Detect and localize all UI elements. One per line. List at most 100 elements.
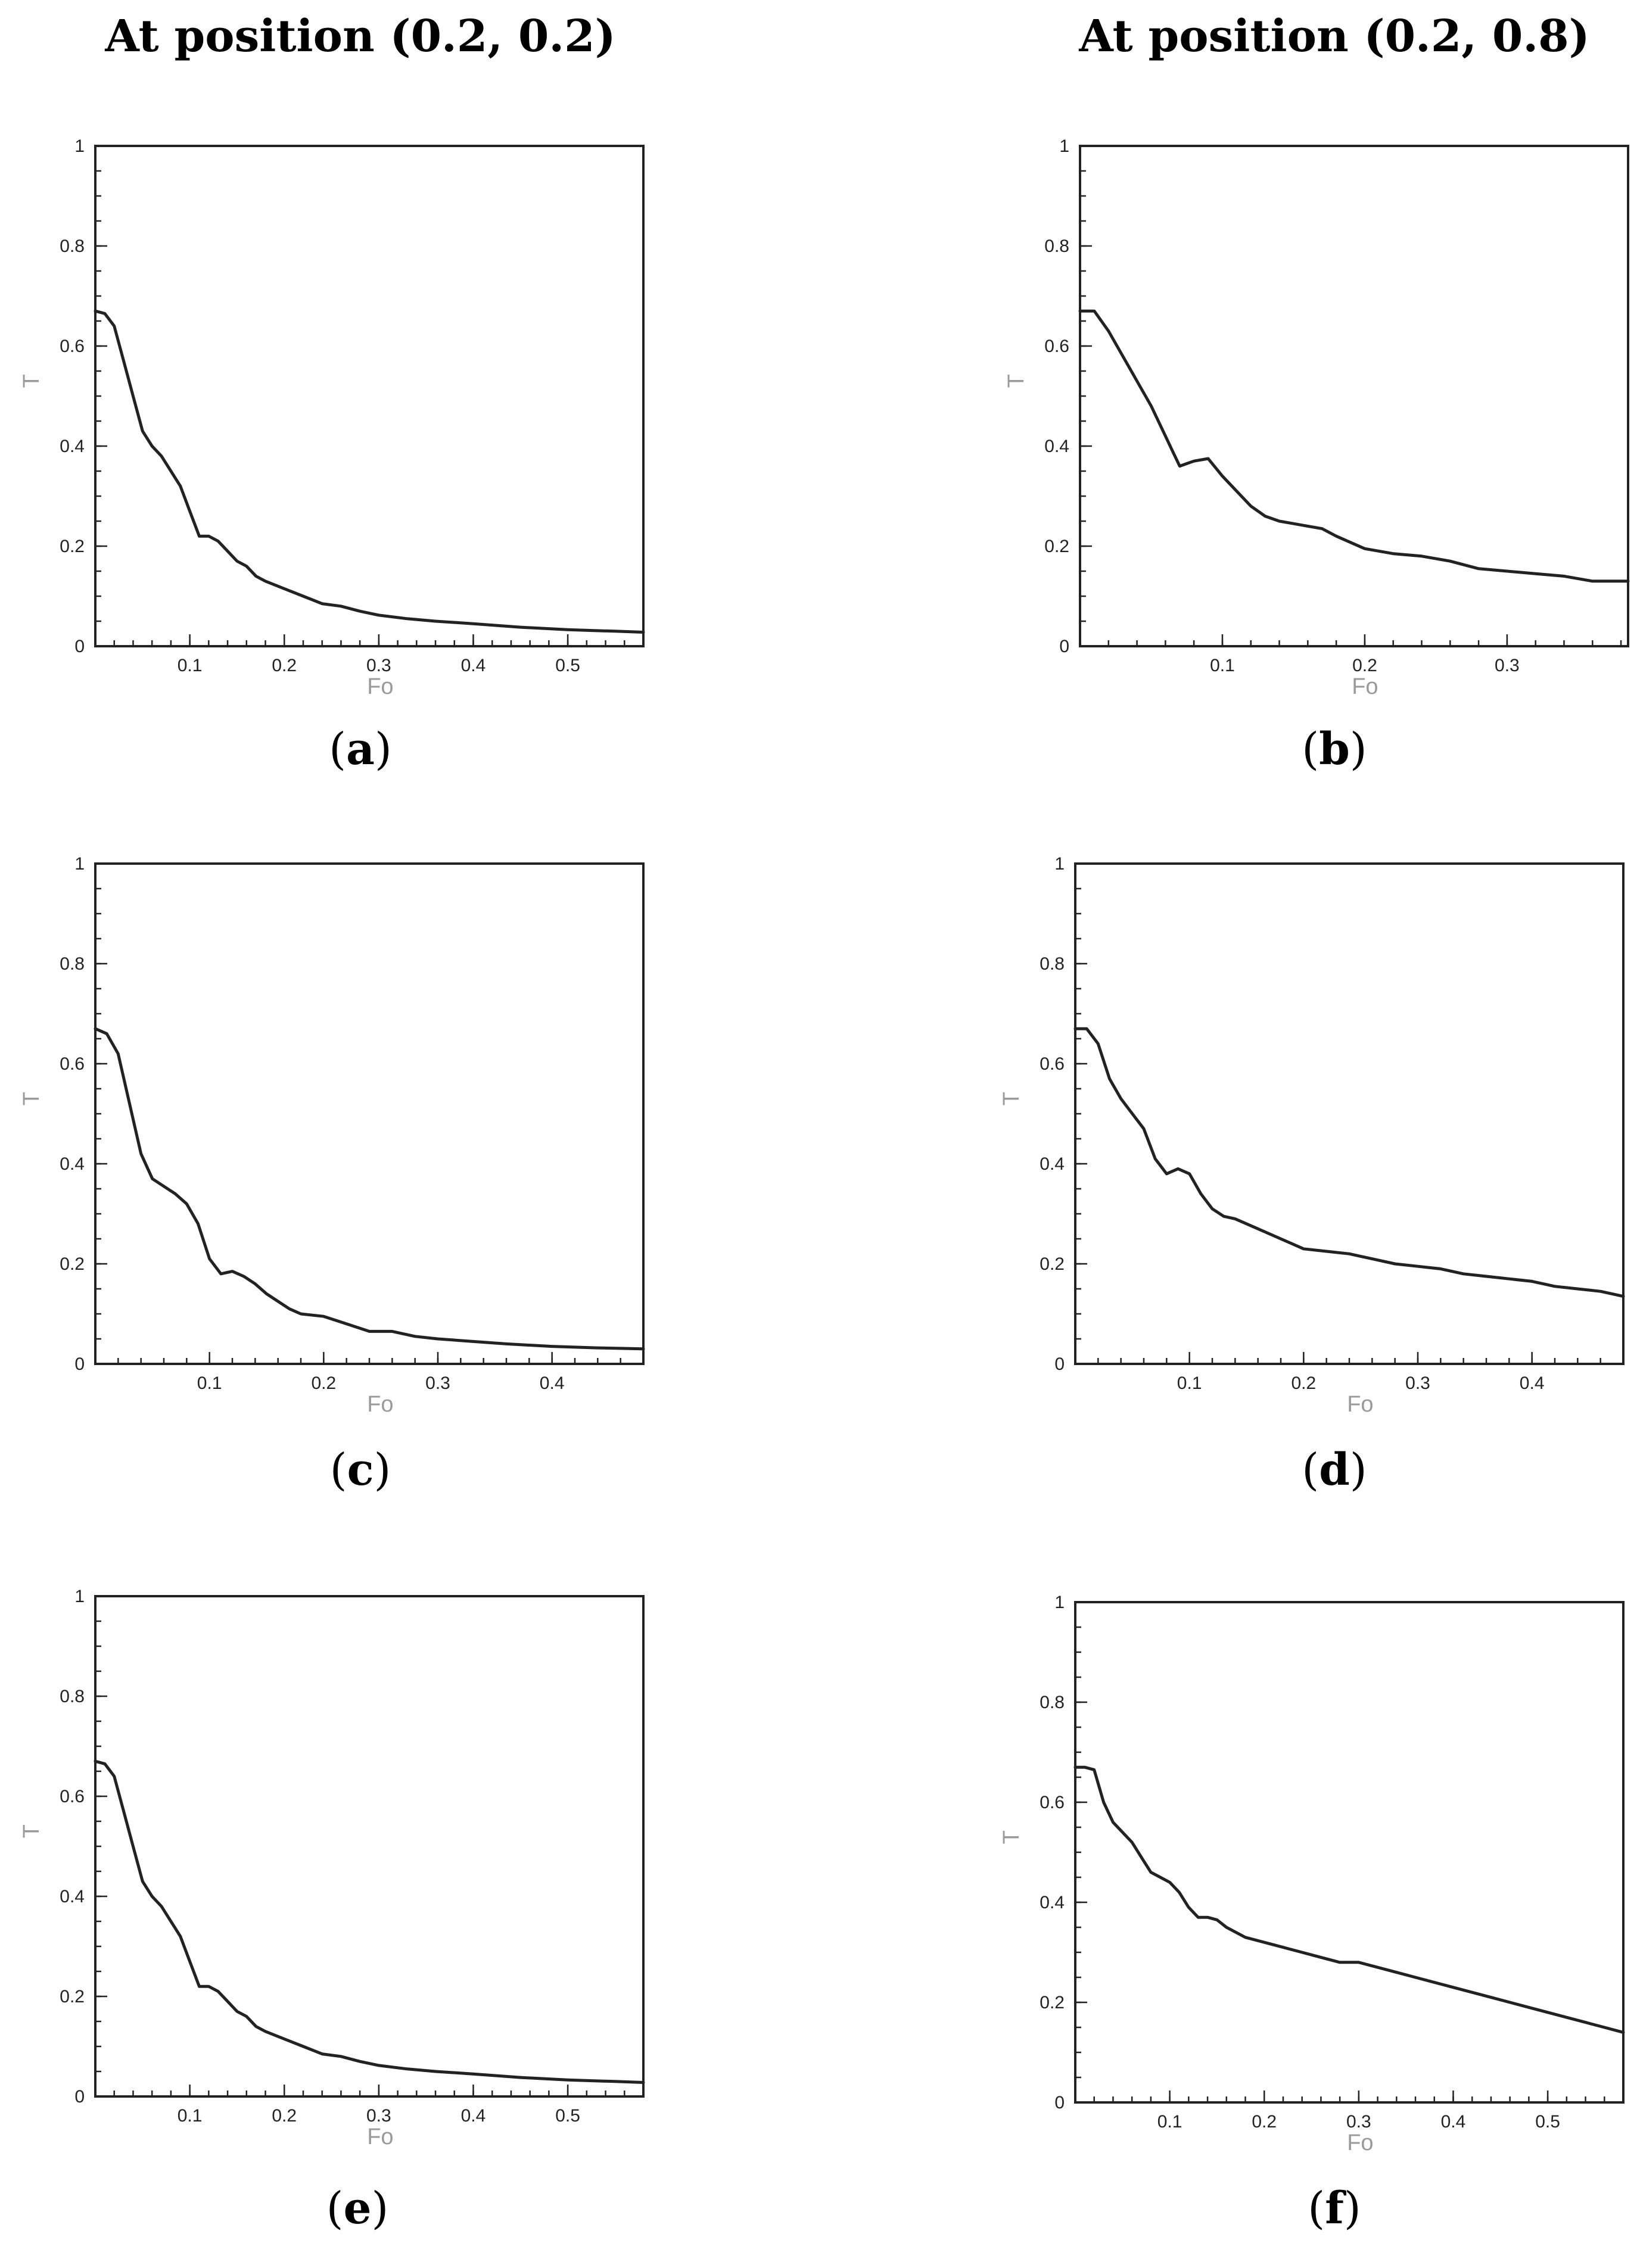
y-tick-label: 0.4 [1040, 1893, 1065, 1912]
y-tick-label: 0.6 [60, 1054, 85, 1074]
y-axis-label: T [19, 374, 44, 388]
x-tick-label: 0.1 [178, 656, 203, 675]
x-tick-label: 0.3 [366, 656, 391, 675]
y-axis-label: T [999, 1092, 1024, 1105]
x-tick-label: 0.1 [1157, 2112, 1182, 2132]
x-tick-label: 0.2 [272, 2106, 297, 2126]
y-tick-label: 0.6 [1040, 1793, 1065, 1812]
y-tick-label: 1 [1054, 854, 1065, 874]
chart-c: 0.1 0.2 0.3 0.4 0 0.2 0.4 0.6 0.8 1 Fo T [19, 854, 645, 1417]
y-tick-label: 0.4 [1040, 1154, 1065, 1174]
y-tick-label: 0.6 [60, 337, 85, 356]
chart-a: 0.1 0.2 0.3 0.4 0.5 0 0.2 0.4 0.6 0.8 1 Fo T [19, 136, 645, 699]
panel-label-a: (a) [329, 724, 392, 775]
x-tick-label: 0.2 [1352, 656, 1377, 675]
column-title-left: At position (0.2, 0.2) [105, 11, 616, 62]
x-tick-label: 0.4 [461, 656, 486, 675]
x-tick-label: 0.3 [1495, 656, 1520, 675]
x-tick-label: 0.3 [1405, 1373, 1430, 1393]
y-tick-label: 0 [1059, 637, 1069, 656]
x-axis-label: Fo [367, 2124, 393, 2149]
plot-frame [1074, 1601, 1625, 2104]
y-tick-label: 0.4 [60, 1887, 85, 1906]
y-tick-label: 0.4 [60, 1154, 85, 1174]
y-tick-label: 0.8 [1040, 954, 1065, 974]
y-tick-label: 0.6 [1044, 337, 1069, 356]
chart-b: 0.1 0.2 0.3 0 0.2 0.4 0.6 0.8 1 Fo T [1004, 136, 1630, 699]
x-tick-label: 0.5 [1535, 2112, 1560, 2132]
y-tick-label: 1 [1059, 136, 1069, 156]
y-tick-label: 0 [1054, 1354, 1065, 1374]
y-tick-label: 0 [74, 2087, 85, 2107]
x-axis-label: Fo [1347, 2130, 1373, 2155]
y-axis-label: T [19, 1092, 44, 1105]
y-tick-label: 0.2 [60, 1254, 85, 1274]
x-tick-label: 0.4 [540, 1373, 565, 1393]
y-axis-label: T [19, 1824, 44, 1838]
panel-label-b: (b) [1302, 724, 1367, 775]
y-tick-label: 0.8 [1044, 236, 1069, 256]
y-tick-label: 0.4 [60, 437, 85, 456]
y-tick-label: 0 [1054, 2093, 1065, 2113]
y-axis-label: T [999, 1830, 1024, 1844]
y-tick-label: 0.8 [60, 236, 85, 256]
x-tick-label: 0.5 [555, 656, 580, 675]
panel-label-d: (d) [1302, 1444, 1367, 1496]
series-line [94, 309, 645, 634]
y-tick-label: 0.6 [1040, 1054, 1065, 1074]
x-tick-label: 0.1 [178, 2106, 203, 2126]
x-tick-label: 0.1 [1177, 1373, 1202, 1393]
x-tick-label: 0.2 [311, 1373, 336, 1393]
column-title-right: At position (0.2, 0.8) [1079, 11, 1590, 62]
x-tick-label: 0.2 [272, 656, 297, 675]
y-tick-label: 1 [74, 1587, 85, 1606]
x-tick-label: 0.2 [1291, 1373, 1316, 1393]
x-axis-label: Fo [1352, 674, 1378, 699]
plot-frame [94, 145, 645, 647]
x-tick-label: 0.2 [1252, 2112, 1277, 2132]
series-line [1073, 1765, 1625, 2034]
series-line [1078, 309, 1630, 583]
y-tick-label: 0.8 [60, 1687, 85, 1706]
chart-d: 0.1 0.2 0.3 0.4 0 0.2 0.4 0.6 0.8 1 Fo T [999, 854, 1625, 1417]
y-tick-label: 0.8 [60, 954, 85, 974]
x-tick-label: 0.4 [1441, 2112, 1466, 2132]
series-line [94, 1759, 645, 2084]
y-tick-label: 0.2 [1040, 1254, 1065, 1274]
x-tick-label: 0.5 [555, 2106, 580, 2126]
x-axis-label: Fo [367, 674, 393, 699]
y-tick-label: 0.6 [60, 1787, 85, 1806]
y-axis-label: T [1004, 374, 1029, 388]
y-tick-label: 0.2 [60, 1987, 85, 2007]
plot-frame [1074, 862, 1625, 1365]
y-tick-label: 0 [74, 1354, 85, 1374]
x-tick-label: 0.1 [197, 1373, 222, 1393]
plot-frame [1079, 145, 1629, 647]
x-tick-label: 0.3 [366, 2106, 391, 2126]
panel-label-f: (f) [1308, 2183, 1361, 2234]
x-axis-label: Fo [1347, 1392, 1373, 1417]
x-tick-label: 0.1 [1210, 656, 1235, 675]
series-line [94, 1027, 645, 1351]
plot-frame [94, 862, 645, 1365]
x-tick-label: 0.4 [461, 2106, 486, 2126]
y-tick-label: 0.4 [1044, 437, 1069, 456]
panel-label-e: (e) [326, 2183, 389, 2234]
x-tick-label: 0.4 [1520, 1373, 1545, 1393]
y-tick-label: 0.2 [1040, 1993, 1065, 2012]
chart-f: 0.1 0.2 0.3 0.4 0.5 0 0.2 0.4 0.6 0.8 1 Fo T [999, 1593, 1625, 2155]
x-axis-label: Fo [367, 1392, 393, 1417]
y-tick-label: 1 [74, 854, 85, 874]
chart-e: 0.1 0.2 0.3 0.4 0.5 0 0.2 0.4 0.6 0.8 1 Fo T [19, 1587, 645, 2149]
y-tick-label: 0.2 [1044, 537, 1069, 556]
y-tick-label: 1 [1054, 1593, 1065, 1612]
x-tick-label: 0.3 [1346, 2112, 1371, 2132]
panel-label-c: (c) [329, 1444, 391, 1496]
x-tick-label: 0.3 [425, 1373, 450, 1393]
y-tick-label: 1 [74, 136, 85, 156]
y-tick-label: 0.2 [60, 537, 85, 556]
y-tick-label: 0 [74, 637, 85, 656]
y-tick-label: 0.8 [1040, 1693, 1065, 1712]
plot-frame [94, 1595, 645, 2098]
series-line [1073, 1027, 1625, 1298]
